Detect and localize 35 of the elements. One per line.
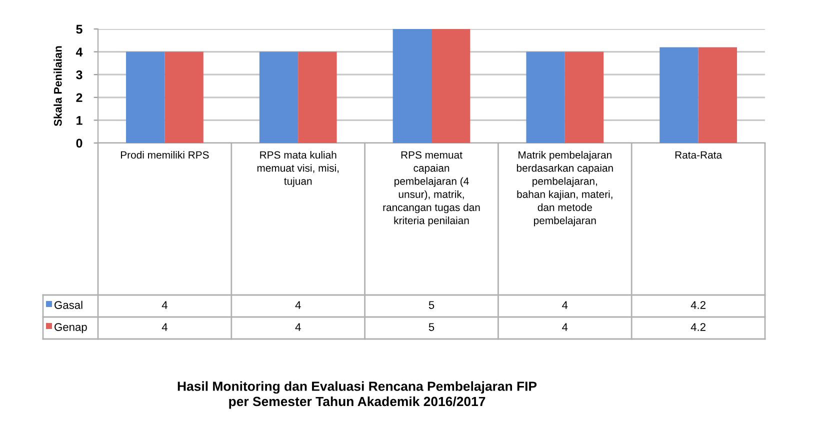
bar [259,52,298,143]
bar [698,47,737,143]
x-tick-label: Matrik pembelajaran berdasarkan capaian pembelajaran, bahan kajian, materi, dan metode pembelajaran [516,151,613,226]
data-label: 4.2 [690,301,706,309]
bar [164,52,204,143]
data-label: 5 [428,301,434,309]
bar [526,52,565,143]
y-tick-label: 5 [76,24,82,34]
legend-label: Genap [54,323,87,334]
data-label: 5 [428,323,434,331]
x-tick-label: RPS memuat capaian pembelajaran (4 unsur), matrik, rancangan tugas dan kriteria penilaian [383,151,480,226]
x-tick-label: Rata-Rata [675,151,722,159]
y-tick-label: 4 [76,48,83,56]
bar [564,52,604,143]
y-tick-label: 1 [76,116,82,125]
data-label: 4.2 [690,323,706,331]
x-tick-label: Prodi memiliki RPS [120,151,209,159]
bar [126,52,165,143]
x-tick-label: RPS mata kuliah memuat visi, misi, tujuan [257,151,339,187]
data-label: 4 [295,323,301,331]
bar [432,29,470,143]
data-label: 4 [562,323,568,331]
bar [392,29,432,143]
data-label: 4 [295,301,301,309]
text: Hasil Monitoring dan Evaluasi Rencana Pembelajaran FIP per Semester Tahun Akademik 2016/2017 [178,381,537,409]
legend-label: Gasal [54,300,82,309]
bar [660,47,698,143]
data-label: 4 [162,323,168,331]
data-label: 4 [162,301,168,309]
bar [298,52,337,143]
y-tick-label: 3 [76,70,82,80]
y-tick-label: 2 [76,93,82,102]
y-axis-title: Skala Penilaian [54,46,62,126]
data-label: 4 [562,301,568,309]
y-tick-label: 0 [76,138,82,148]
